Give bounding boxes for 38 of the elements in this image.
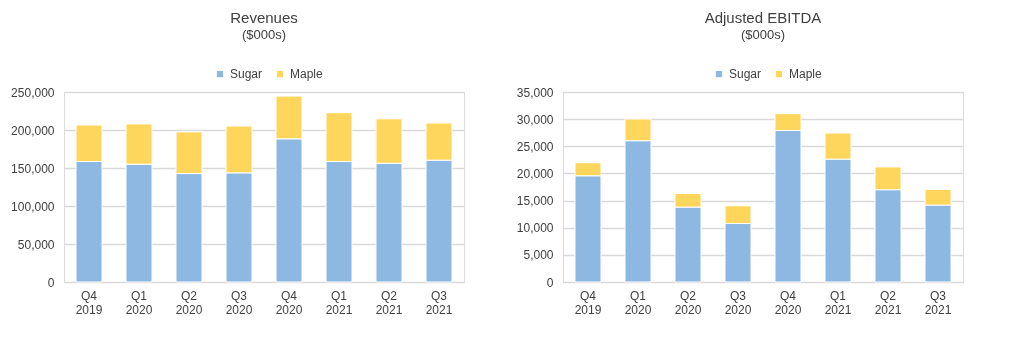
y-tick-label: 50,000 [17,237,55,252]
x-tick-label: Q1 2020 [624,288,652,317]
x-tick-label: Q1 2020 [125,288,153,317]
y-tick-label: 0 [47,275,55,290]
x-tick-label: Q2 2020 [175,288,203,317]
y-tick-label: 150,000 [11,161,55,176]
legend-label: Maple [290,67,324,82]
x-tick-label: Q4 2020 [275,288,303,317]
chart-subtitle: ($000s) [740,27,786,42]
chart-title: Revenues [230,9,298,26]
x-tick-label: Q4 2019 [75,288,103,317]
y-tick-label: 15,000 [516,194,554,209]
y-tick-label: 25,000 [516,139,554,154]
legend-label: Maple [789,67,823,82]
y-tick-label: 0 [546,275,554,290]
x-tick-label: Q4 2020 [774,288,802,317]
x-tick-label: Q3 2020 [724,288,752,317]
legend-label: Sugar [230,67,263,82]
x-tick-label: Q2 2020 [674,288,702,317]
y-tick-label: 200,000 [11,123,55,138]
x-tick-label: Q3 2021 [425,288,453,317]
x-tick-label: Q1 2021 [824,288,852,317]
chart-subtitle: ($000s) [241,27,287,42]
y-tick-label: 5,000 [523,248,554,263]
x-tick-label: Q3 2020 [225,288,253,317]
x-tick-label: Q1 2021 [325,288,353,317]
y-tick-label: 35,000 [516,85,554,100]
y-tick-label: 100,000 [11,199,55,214]
y-tick-label: 20,000 [516,166,554,181]
y-tick-label: 30,000 [516,112,554,127]
legend-label: Sugar [729,67,762,82]
x-tick-label: Q3 2021 [924,288,952,317]
x-tick-label: Q2 2021 [375,288,403,317]
chart-title: Adjusted EBITDA [704,9,822,26]
x-tick-label: Q4 2019 [574,288,602,317]
y-tick-label: 250,000 [11,85,55,100]
y-tick-label: 10,000 [516,221,554,236]
x-tick-label: Q2 2021 [874,288,902,317]
